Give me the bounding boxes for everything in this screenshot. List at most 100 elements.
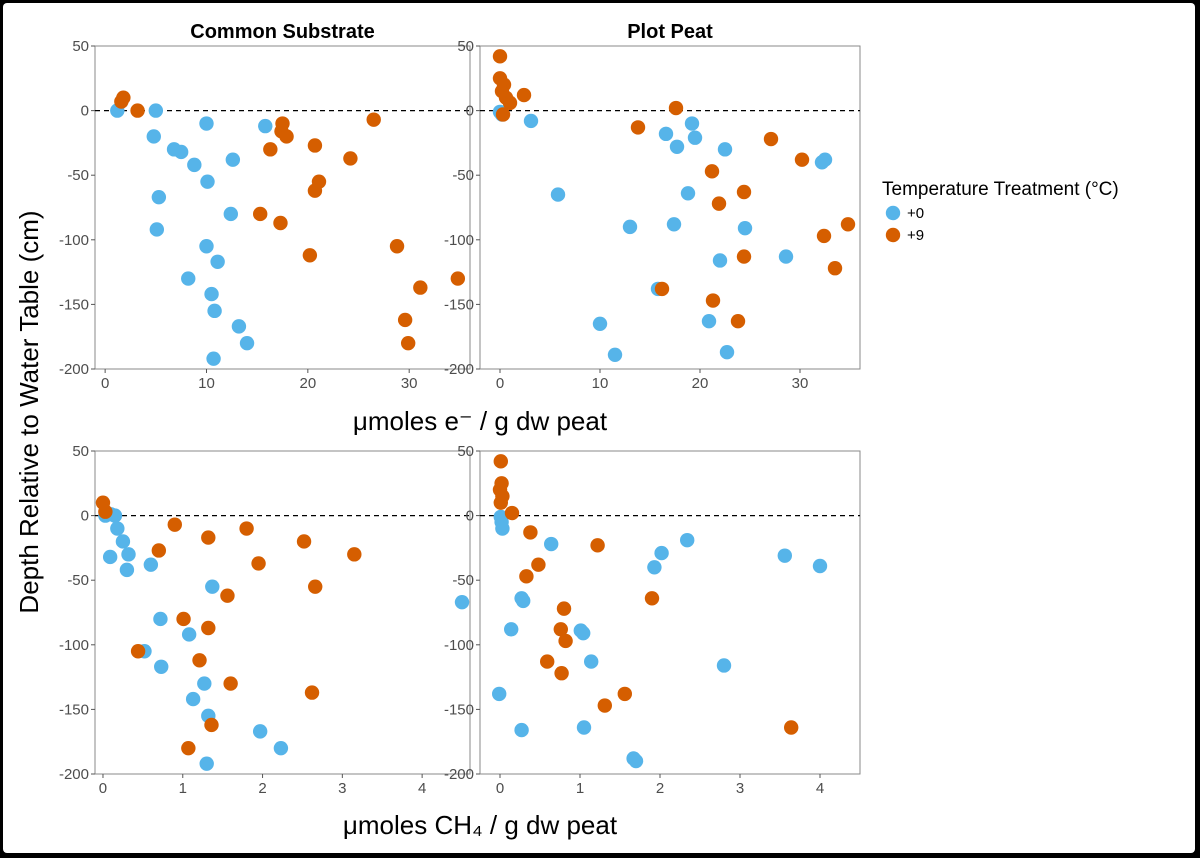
y-tick-label: -150 xyxy=(59,296,89,313)
x-tick-label: 30 xyxy=(401,375,418,392)
data-point xyxy=(717,142,733,157)
x-tick-label: 4 xyxy=(816,780,824,797)
series-plus9 xyxy=(492,49,856,329)
data-point xyxy=(669,139,685,154)
data-point xyxy=(199,116,214,131)
data-point xyxy=(617,686,632,702)
data-point xyxy=(516,593,531,609)
data-point xyxy=(197,676,212,691)
data-point xyxy=(185,691,201,707)
data-point xyxy=(658,126,674,142)
y-axis-title: Depth Relative to Water Table (cm) xyxy=(14,210,44,613)
legend-label: +0 xyxy=(907,205,924,222)
data-point xyxy=(719,345,735,360)
data-point xyxy=(154,659,169,674)
data-point xyxy=(523,113,539,129)
data-point xyxy=(130,644,146,659)
data-point xyxy=(711,196,727,211)
panel-top-left: Common Substrate 50 0 -50 -100 -150 -200 0 10 20 3… xyxy=(59,21,471,392)
data-point xyxy=(784,720,799,735)
data-point xyxy=(258,118,273,134)
y-tick-label: -100 xyxy=(444,232,474,249)
data-point xyxy=(736,184,752,200)
x-tick-label: 4 xyxy=(418,780,426,797)
data-point xyxy=(812,558,828,574)
data-point xyxy=(148,103,164,118)
y-tick-label: 50 xyxy=(72,38,89,55)
data-point xyxy=(231,319,247,334)
data-point xyxy=(307,183,323,198)
data-point xyxy=(495,521,510,536)
data-point xyxy=(200,174,215,189)
panel-bottom-left: 50 0 -50 -100 -150 -200 0 1 2 3 4 xyxy=(59,443,471,797)
panel-border xyxy=(94,45,471,370)
data-point xyxy=(413,280,428,295)
y-tick-label: -50 xyxy=(452,167,474,184)
data-point xyxy=(704,164,720,179)
y-tick-label: -100 xyxy=(59,232,89,249)
data-point xyxy=(814,155,830,170)
data-point xyxy=(308,579,323,594)
legend: Temperature Treatment (°C) +0 +9 xyxy=(882,179,1119,244)
data-point xyxy=(225,152,241,167)
data-point xyxy=(181,627,197,642)
legend-label: +9 xyxy=(907,227,924,244)
data-point xyxy=(705,293,721,308)
y-tick-label: -50 xyxy=(67,167,89,184)
data-point xyxy=(493,454,508,469)
data-point xyxy=(146,129,161,144)
data-point xyxy=(201,620,216,636)
data-point xyxy=(544,536,559,552)
panel-bottom-right: 50 0 -50 -100 -150 -200 0 1 2 3 4 xyxy=(444,443,861,797)
y-tick-label: 50 xyxy=(457,443,474,460)
data-point xyxy=(251,556,266,571)
data-point xyxy=(712,253,728,268)
data-point xyxy=(296,534,312,549)
y-tick-label: -150 xyxy=(444,701,474,718)
data-point xyxy=(680,186,696,201)
data-point xyxy=(730,313,746,329)
data-point xyxy=(151,543,167,558)
y-tick-label: -150 xyxy=(444,296,474,313)
data-point xyxy=(143,557,159,572)
data-point xyxy=(684,116,700,131)
data-point xyxy=(263,142,278,157)
y-tick-label: -50 xyxy=(67,572,89,589)
data-point xyxy=(252,724,268,739)
data-point xyxy=(273,740,289,756)
data-point xyxy=(210,254,225,269)
data-point xyxy=(558,633,573,649)
data-point xyxy=(550,187,566,202)
data-point xyxy=(778,249,794,264)
data-point xyxy=(302,248,318,263)
data-point xyxy=(584,654,599,669)
data-point xyxy=(366,112,381,127)
data-point xyxy=(223,676,238,691)
x-tick-label: 0 xyxy=(99,780,107,797)
data-point xyxy=(840,217,856,232)
data-point xyxy=(279,129,294,144)
panel-title: Plot Peat xyxy=(627,21,713,43)
series-plus9 xyxy=(95,495,362,756)
x-tick-label: 30 xyxy=(792,375,809,392)
panel-border xyxy=(479,450,861,775)
data-point xyxy=(114,94,129,109)
data-point xyxy=(153,611,168,627)
x-tick-label: 0 xyxy=(496,780,504,797)
y-tick-label: -200 xyxy=(59,361,89,378)
y-tick-label: 0 xyxy=(466,103,474,120)
data-point xyxy=(119,562,135,578)
data-point xyxy=(176,611,191,627)
data-point xyxy=(493,495,508,510)
data-point xyxy=(680,532,695,548)
x-tick-label: 10 xyxy=(592,375,609,392)
data-point xyxy=(666,217,682,232)
data-point xyxy=(716,658,732,673)
legend-key xyxy=(885,205,901,221)
series-plus0 xyxy=(492,509,828,769)
data-point xyxy=(668,100,684,116)
x-tick-label: 0 xyxy=(101,375,109,392)
data-point xyxy=(816,228,832,244)
